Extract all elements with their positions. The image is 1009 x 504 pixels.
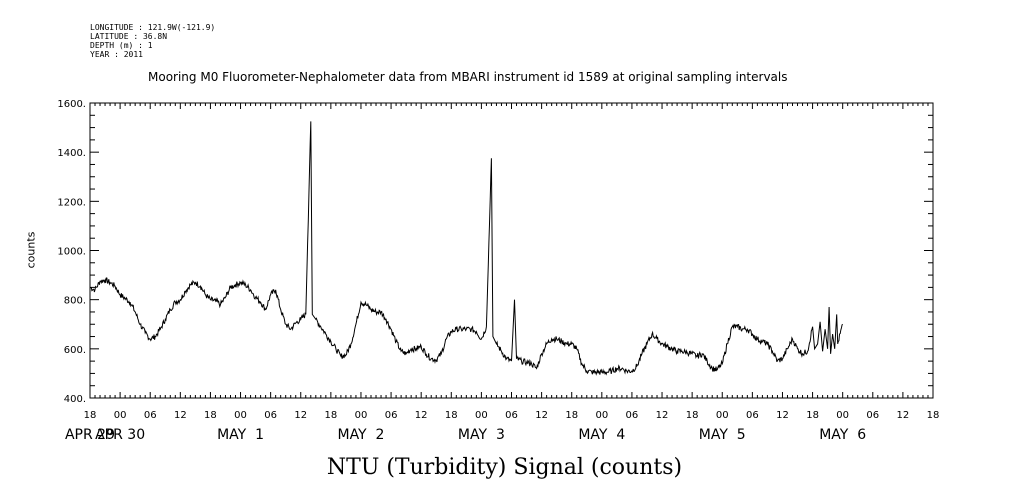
x-tick-label: 18 bbox=[84, 410, 97, 421]
x-tick-label: 12 bbox=[897, 410, 910, 421]
y-tick-label: 800. bbox=[64, 296, 86, 307]
x-tick-label: 18 bbox=[927, 410, 940, 421]
x-tick-label: 00 bbox=[114, 410, 127, 421]
x-tick-label: 12 bbox=[294, 410, 307, 421]
date-label: MAY 5 bbox=[699, 427, 746, 443]
x-tick-label: 00 bbox=[595, 410, 608, 421]
y-tick-label: 1000. bbox=[57, 247, 86, 258]
y-tick-labels: 400. 600. 800. 1000. 1200. 1400. 1600. bbox=[57, 99, 86, 405]
x-tick-label: 18 bbox=[806, 410, 819, 421]
date-label: MAY 2 bbox=[337, 427, 384, 443]
x-tick-label: 18 bbox=[204, 410, 217, 421]
x-tick-label: 00 bbox=[355, 410, 368, 421]
x-tick-label: 06 bbox=[505, 410, 518, 421]
x-tick-label: 18 bbox=[565, 410, 578, 421]
x-tick-labels: 18 00 06 12 18 00 06 12 18 00 06 12 18 00 06 12 18 00 06 12… bbox=[84, 410, 940, 421]
year-text: YEAR : 2011 bbox=[90, 50, 143, 59]
y-tick-label: 400. bbox=[64, 394, 86, 405]
date-label: MAY 6 bbox=[819, 427, 866, 443]
longitude-text: LONGITUDE : 121.9W(-121.9) bbox=[90, 23, 216, 32]
x-tick-label: 00 bbox=[716, 410, 729, 421]
x-tick-label: 00 bbox=[234, 410, 247, 421]
x-tick-label: 06 bbox=[264, 410, 277, 421]
x-tick-label: 06 bbox=[385, 410, 398, 421]
x-tick-label: 06 bbox=[746, 410, 759, 421]
date-label: MAY 4 bbox=[578, 427, 625, 443]
station-metadata: LONGITUDE : 121.9W(-121.9) LATITUDE : 36… bbox=[90, 23, 215, 59]
x-axis-label: NTU (Turbidity) Signal (counts) bbox=[326, 455, 683, 480]
y-axis-label: counts bbox=[24, 231, 38, 269]
x-tick-label: 18 bbox=[445, 410, 458, 421]
depth-text: DEPTH (m) : 1 bbox=[90, 41, 153, 50]
y-tick-label: 600. bbox=[64, 345, 86, 356]
chart-title: Mooring M0 Fluorometer-Nephalometer data… bbox=[148, 70, 788, 84]
x-tick-label: 12 bbox=[174, 410, 187, 421]
y-tick-label: 1600. bbox=[57, 99, 86, 110]
x-tick-label: 12 bbox=[776, 410, 789, 421]
date-label: MAY 1 bbox=[217, 427, 264, 443]
y-tick-label: 1200. bbox=[57, 197, 86, 208]
x-tick-label: 18 bbox=[686, 410, 699, 421]
x-tick-label: 12 bbox=[415, 410, 428, 421]
x-tick-label: 06 bbox=[626, 410, 639, 421]
x-tick-label: 00 bbox=[475, 410, 488, 421]
series-line bbox=[89, 121, 844, 376]
date-label: MAY 3 bbox=[458, 427, 505, 443]
x-tick-label: 06 bbox=[866, 410, 879, 421]
x-tick-label: 12 bbox=[656, 410, 669, 421]
latitude-text: LATITUDE : 36.8N bbox=[90, 32, 168, 41]
x-tick-label: 00 bbox=[836, 410, 849, 421]
date-label: APR 30 bbox=[95, 427, 145, 443]
plot-frame bbox=[89, 102, 934, 399]
x-tick-label: 06 bbox=[144, 410, 157, 421]
date-label: APR 29 bbox=[65, 427, 115, 443]
x-tick-label: 18 bbox=[324, 410, 337, 421]
x-tick-label: 12 bbox=[535, 410, 548, 421]
y-tick-label: 1400. bbox=[57, 148, 86, 159]
